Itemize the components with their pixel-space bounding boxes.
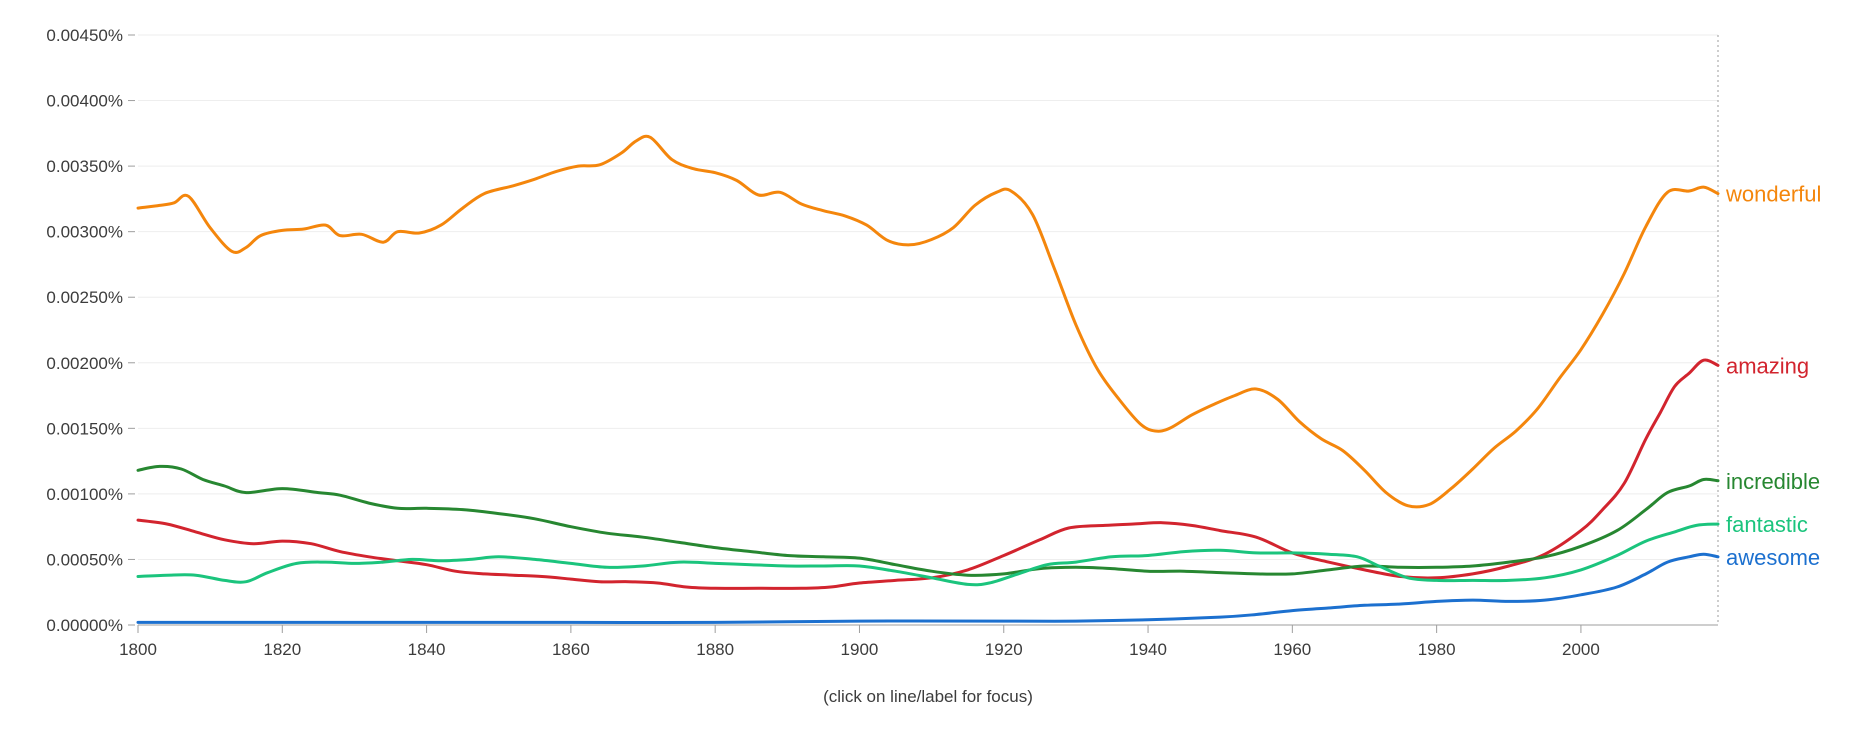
series-label-awesome[interactable]: awesome (1726, 545, 1820, 570)
y-tick-label: 0.00250% (46, 288, 123, 307)
series-label-amazing[interactable]: amazing (1726, 353, 1809, 378)
x-tick-label: 2000 (1562, 640, 1600, 659)
series-line-amazing[interactable] (136, 358, 1720, 590)
series-label-fantastic[interactable]: fantastic (1726, 512, 1808, 537)
x-tick-label: 1840 (408, 640, 446, 659)
series-layer (136, 134, 1720, 624)
x-tick-label: 1940 (1129, 640, 1167, 659)
series-line-fantastic[interactable] (136, 522, 1720, 587)
label-layer: wonderful amazing incredible fantastic aweso… (1725, 182, 1821, 570)
grid-layer (138, 34, 1718, 560)
x-tick-label: 1960 (1273, 640, 1311, 659)
y-tick-label: 0.00350% (46, 157, 123, 176)
y-tick-label: 0.00300% (46, 223, 123, 242)
x-tick-label: 1920 (985, 640, 1023, 659)
series-line-incredible[interactable] (136, 464, 1720, 577)
x-tick-label: 1880 (696, 640, 734, 659)
x-tick-label: 1800 (119, 640, 157, 659)
y-tick-label: 0.00050% (46, 550, 123, 569)
axis-layer: 0.00000% 0.00050% 0.00100% 0.00150% 0.00200%… (46, 26, 1719, 659)
series-label-incredible[interactable]: incredible (1726, 469, 1820, 494)
y-tick-label: 0.00200% (46, 354, 123, 373)
series-line-wonderful[interactable] (136, 134, 1720, 509)
y-tick-label: 0.00400% (46, 92, 123, 111)
y-tick-label: 0.00150% (46, 419, 123, 438)
footnote: (click on line/label for focus) (823, 687, 1033, 706)
x-tick-label: 1820 (263, 640, 301, 659)
y-tick-label: 0.00450% (46, 26, 123, 45)
x-tick-label: 1860 (552, 640, 590, 659)
y-tick-label: 0.00100% (46, 485, 123, 504)
y-tick-label: 0.00000% (46, 616, 123, 635)
x-tick-label: 1900 (841, 640, 879, 659)
x-tick-label: 1980 (1418, 640, 1456, 659)
series-line-awesome[interactable] (136, 552, 1720, 624)
series-label-wonderful[interactable]: wonderful (1725, 182, 1821, 207)
